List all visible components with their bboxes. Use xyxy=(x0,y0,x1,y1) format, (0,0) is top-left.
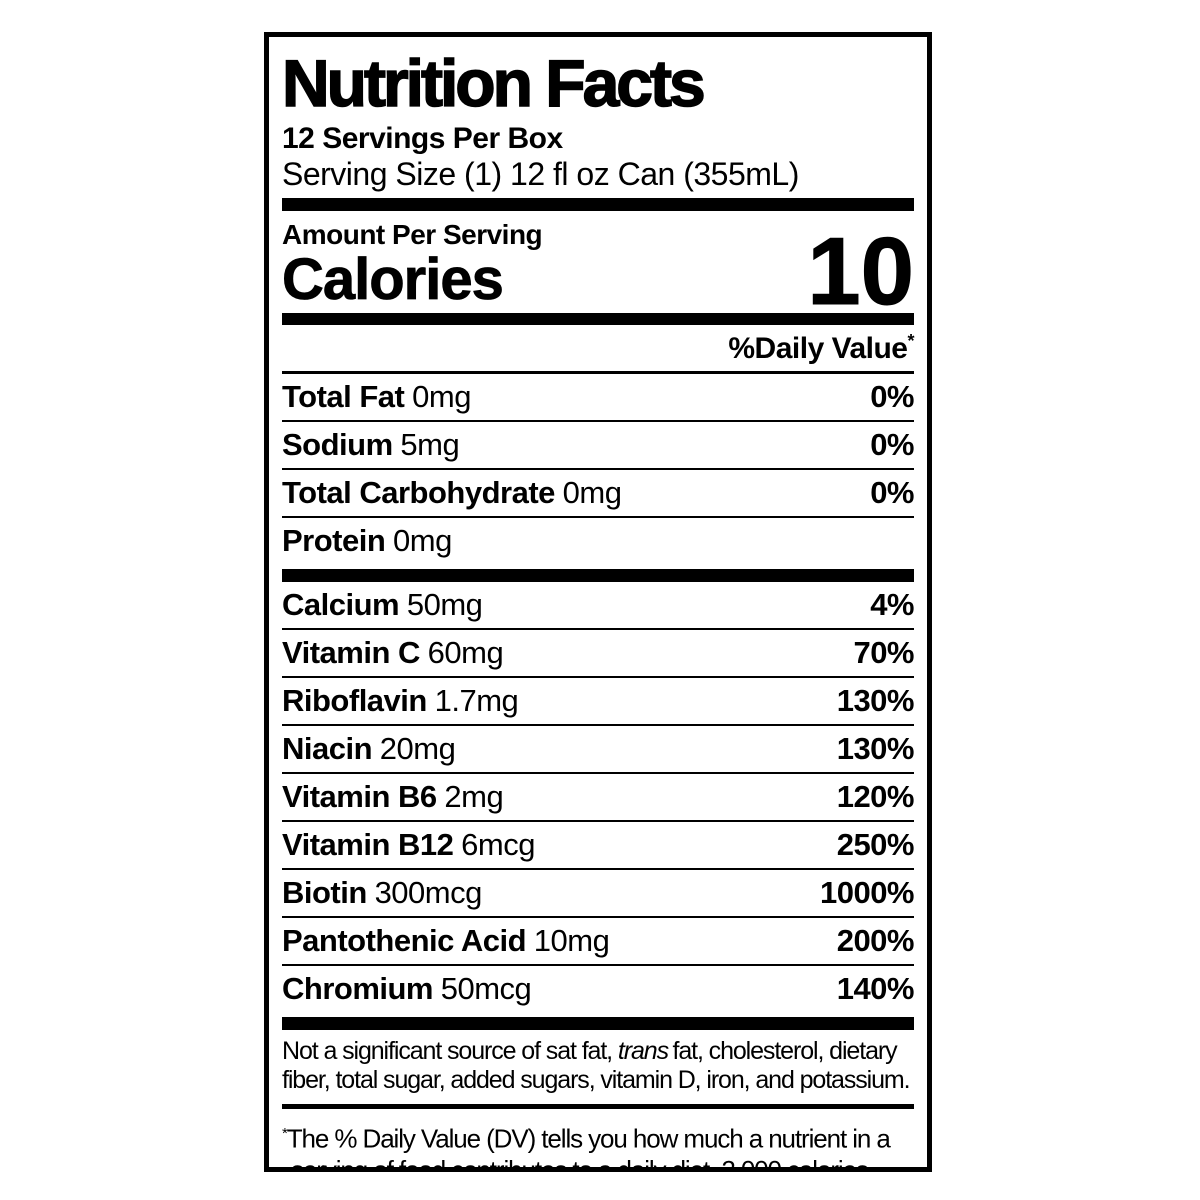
nutrient-row-riboflavin: Riboflavin 1.7mg 130% xyxy=(282,676,915,724)
nutrient-name-amount: Sodium 5mg xyxy=(282,427,460,463)
nutrient-name-amount: Vitamin C 60mg xyxy=(282,635,504,671)
nutrient-dv: 130% xyxy=(836,683,915,718)
nutrient-amount: 50mcg xyxy=(440,971,532,1006)
nutrient-amount: 60mg xyxy=(427,635,504,670)
footnote-daily-value: *The % Daily Value (DV) tells you how mu… xyxy=(282,1109,914,1172)
nutrient-name: Calcium xyxy=(282,587,400,622)
divider-thick-top xyxy=(282,198,914,211)
nutrient-name-amount: Biotin 300mcg xyxy=(282,875,482,911)
servings-per-box: 12 Servings Per Box xyxy=(282,122,563,155)
nutrient-name: Total Carbohydrate xyxy=(282,475,555,510)
nutrient-row-vitamin-b12: Vitamin B12 6mcg 250% xyxy=(282,820,915,868)
nutrient-name: Niacin xyxy=(282,731,373,766)
nutrient-row-sodium: Sodium 5mg 0% xyxy=(282,420,914,468)
rule-between-footnotes xyxy=(282,1104,914,1109)
nutrient-row-total-fat: Total Fat 0mg 0% xyxy=(282,374,914,420)
nutrient-name: Sodium xyxy=(282,427,393,462)
nutrient-dv: 4% xyxy=(870,587,914,622)
nutrient-name: Total Fat xyxy=(282,379,405,414)
footnote-suffix: fat, cholesterol, dietary fiber, total s… xyxy=(282,1037,911,1094)
footnote-not-significant-source: Not a significant source of sat fat, tra… xyxy=(282,1030,914,1104)
daily-value-header-text: %Daily Value xyxy=(728,332,908,365)
nutrient-row-vitamin-c: Vitamin C 60mg 70% xyxy=(282,628,914,676)
rule-under-dv-header xyxy=(282,371,914,374)
nutrient-row-niacin: Niacin 20mg 130% xyxy=(282,724,915,772)
nutrient-row-pantothenic-acid: Pantothenic Acid 10mg 200% xyxy=(282,916,915,964)
nutrient-name-amount: Vitamin B12 6mcg xyxy=(282,827,535,863)
amount-per-serving-label: Amount Per Serving xyxy=(282,219,543,250)
nutrient-name-amount: Riboflavin 1.7mg xyxy=(282,683,519,719)
nutrient-name-amount: Protein 0mg xyxy=(282,523,452,559)
nutrient-amount: 50mg xyxy=(406,587,483,622)
footnote-dv-line-2: serving of food contributes to a daily d… xyxy=(291,1154,869,1172)
nutrient-dv: 250% xyxy=(836,827,915,862)
nutrient-name: Biotin xyxy=(282,875,367,910)
serving-size: Serving Size (1) 12 fl oz Can (355mL) xyxy=(282,156,799,192)
nutrient-amount: 0mg xyxy=(393,523,452,558)
nutrient-name-amount: Total Carbohydrate 0mg xyxy=(282,475,622,511)
footnote-dv-line-1: *The % Daily Value (DV) tells you how mu… xyxy=(282,1118,914,1155)
nutrient-amount: 1.7mg xyxy=(434,683,519,718)
nutrient-name-amount: Niacin 20mg xyxy=(282,731,456,767)
nutrient-name: Protein xyxy=(282,523,386,558)
nutrient-row-chromium: Chromium 50mcg 140% xyxy=(282,964,915,1012)
nutrient-amount: 300mcg xyxy=(374,875,483,910)
nutrient-dv: 140% xyxy=(836,971,915,1006)
footnote-italic-trans: trans xyxy=(617,1037,669,1065)
daily-value-header: %Daily Value* xyxy=(282,325,914,371)
nutrient-name: Vitamin B6 xyxy=(282,779,437,814)
calories-value: 10 xyxy=(807,218,915,325)
nutrient-name-amount: Chromium 50mcg xyxy=(282,971,532,1007)
nutrition-facts-label: Nutrition Facts 12 Servings Per Box Serv… xyxy=(264,32,932,1172)
nutrient-name-amount: Pantothenic Acid 10mg xyxy=(282,923,610,959)
nutrient-dv: 0% xyxy=(870,475,914,510)
nutrient-row-biotin: Biotin 300mcg 1000% xyxy=(282,868,915,916)
nutrient-name: Pantothenic Acid xyxy=(282,923,527,958)
nutrient-amount: 5mg xyxy=(400,427,460,462)
nutrient-name-amount: Vitamin B6 2mg xyxy=(282,779,504,815)
nutrient-amount: 2mg xyxy=(444,779,504,814)
nutrient-row-total-carbohydrate: Total Carbohydrate 0mg 0% xyxy=(282,468,914,516)
nutrient-dv: 0% xyxy=(870,379,914,414)
nutrient-name: Chromium xyxy=(282,971,434,1006)
nutrient-amount: 6mcg xyxy=(461,827,535,862)
nutrient-dv: 70% xyxy=(853,635,914,670)
divider-medium-calories xyxy=(282,313,914,325)
divider-thick-middle xyxy=(282,569,914,582)
nutrient-name-amount: Total Fat 0mg xyxy=(282,379,471,415)
nutrient-row-vitamin-b6: Vitamin B6 2mg 120% xyxy=(282,772,915,820)
footnote-asterisk: * xyxy=(282,1125,288,1142)
nutrient-dv: 0% xyxy=(870,427,914,462)
calories-left-column: Amount Per Serving Calories xyxy=(282,219,543,312)
nutrient-name: Riboflavin xyxy=(282,683,427,718)
calories-block: Amount Per Serving Calories 10 xyxy=(282,218,915,325)
nutrient-amount: 10mg xyxy=(533,923,610,958)
nutrient-name-amount: Calcium 50mg xyxy=(282,587,483,623)
nutrient-dv: 1000% xyxy=(819,875,915,910)
footnote-prefix: Not a significant source of sat fat, xyxy=(282,1037,618,1065)
nutrient-dv: 200% xyxy=(836,923,915,958)
nutrient-amount: 20mg xyxy=(379,731,456,766)
calories-label: Calories xyxy=(282,247,505,312)
label-title: Nutrition Facts xyxy=(281,46,706,120)
footnote-dv-line-1-text: The % Daily Value (DV) tells you how muc… xyxy=(286,1123,891,1154)
nutrient-row-calcium: Calcium 50mg 4% xyxy=(282,582,914,628)
nutrient-dv: 120% xyxy=(836,779,915,814)
nutrient-amount: 0mg xyxy=(412,379,471,414)
nutrient-amount: 0mg xyxy=(562,475,622,510)
nutrient-name: Vitamin B12 xyxy=(282,827,454,862)
daily-value-asterisk: * xyxy=(907,331,914,351)
nutrient-row-protein: Protein 0mg xyxy=(282,516,914,564)
divider-thick-bottom xyxy=(282,1017,914,1030)
nutrient-name: Vitamin C xyxy=(282,635,420,670)
nutrient-dv: 130% xyxy=(836,731,915,766)
